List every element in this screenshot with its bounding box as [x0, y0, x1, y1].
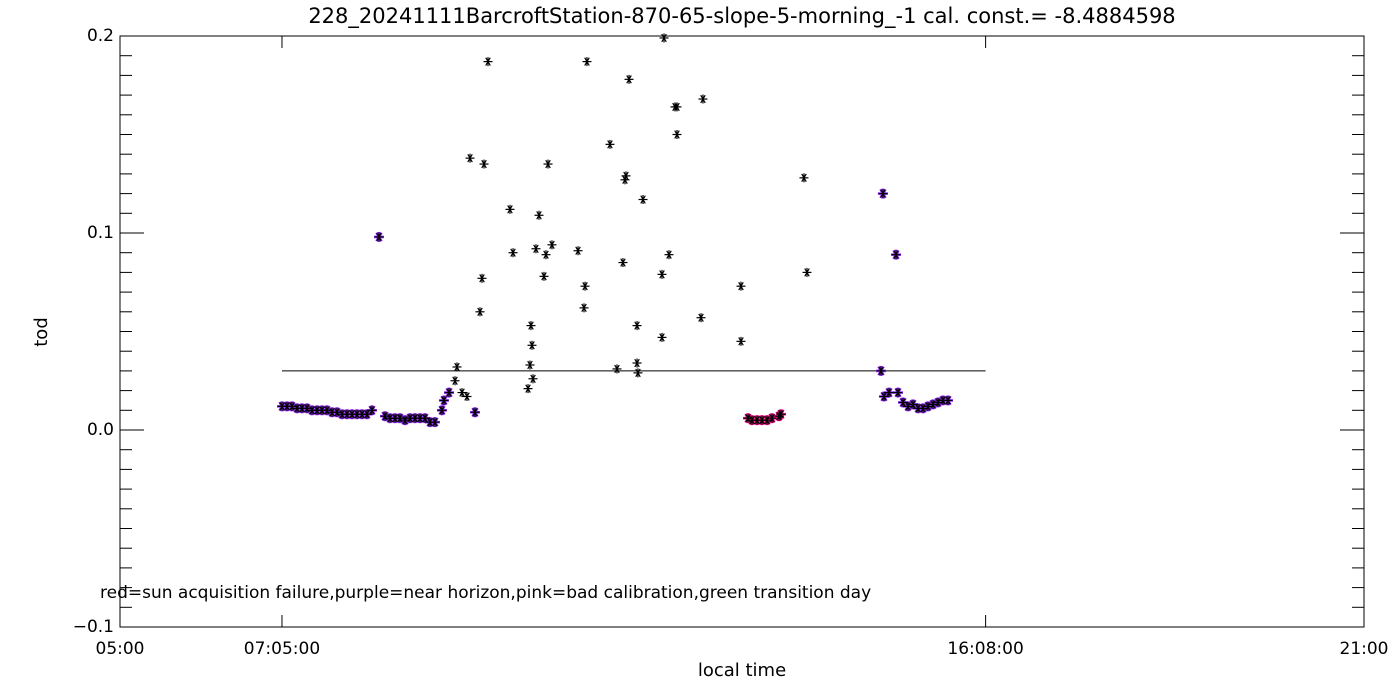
data-point	[876, 366, 886, 376]
data-point	[425, 417, 435, 427]
data-point	[439, 395, 449, 405]
data-point	[479, 159, 489, 169]
y-tick-label: 0.1	[87, 223, 114, 243]
data-point	[579, 303, 589, 313]
data-point	[367, 405, 377, 415]
data-point	[525, 360, 535, 370]
data-point	[605, 139, 615, 149]
data-point	[347, 409, 357, 419]
data-point	[322, 405, 332, 415]
data-point	[543, 159, 553, 169]
data-point	[539, 271, 549, 281]
data-point	[767, 413, 777, 423]
data-point	[277, 401, 287, 411]
data-point	[526, 321, 536, 331]
y-axis-title: tod	[31, 317, 52, 347]
data-point	[395, 413, 405, 423]
y-tick-label: −0.1	[73, 617, 114, 637]
data-point	[736, 281, 746, 291]
data-point	[508, 248, 518, 258]
data-point	[903, 401, 913, 411]
data-point	[541, 250, 551, 260]
data-point	[470, 407, 480, 417]
data-point	[390, 413, 400, 423]
data-point	[580, 281, 590, 291]
data-point	[297, 403, 307, 413]
data-point	[528, 374, 538, 384]
data-point	[374, 232, 384, 242]
data-point	[332, 407, 342, 417]
data-point	[452, 362, 462, 372]
x-axis-title: local time	[698, 660, 786, 681]
data-point	[638, 195, 648, 205]
data-point	[582, 57, 592, 67]
data-point	[893, 388, 903, 398]
data-point	[657, 332, 667, 342]
data-point	[475, 307, 485, 317]
y-tick-label: 0.0	[87, 420, 114, 440]
data-point	[505, 204, 515, 214]
data-point	[776, 409, 786, 419]
data-point	[913, 403, 923, 413]
data-point	[527, 340, 537, 350]
data-point	[462, 392, 472, 402]
data-point	[618, 258, 628, 268]
data-point	[523, 384, 533, 394]
data-point	[918, 403, 928, 413]
x-tick-label: 21:00	[1340, 639, 1389, 659]
data-point	[802, 267, 812, 277]
data-point	[292, 403, 302, 413]
data-point	[400, 415, 410, 425]
data-point	[698, 94, 708, 104]
data-point	[287, 401, 297, 411]
data-point	[612, 364, 622, 374]
data-point	[534, 210, 544, 220]
data-point	[450, 376, 460, 386]
data-point	[430, 417, 440, 427]
plot-frame	[119, 35, 1365, 628]
data-point	[483, 57, 493, 67]
data-point	[752, 415, 762, 425]
data-point	[762, 415, 772, 425]
data-point	[437, 405, 447, 415]
data-point	[302, 403, 312, 413]
data-point	[696, 313, 706, 323]
data-point	[884, 388, 894, 398]
data-point	[943, 395, 953, 405]
y-tick-label: 0.2	[87, 26, 114, 46]
data-point	[477, 273, 487, 283]
data-point	[444, 388, 454, 398]
x-tick-label: 16:08:00	[947, 639, 1023, 659]
data-point	[672, 102, 682, 112]
data-point	[621, 171, 631, 181]
x-tick-label: 05:00	[96, 639, 145, 659]
data-point	[659, 33, 669, 43]
data-point	[891, 250, 901, 260]
data-point	[380, 411, 390, 421]
data-point	[633, 368, 643, 378]
data-point	[928, 399, 938, 409]
data-point	[573, 246, 583, 256]
data-point	[632, 321, 642, 331]
data-point	[933, 397, 943, 407]
data-point	[465, 153, 475, 163]
data-point	[799, 173, 809, 183]
data-point	[736, 336, 746, 346]
data-point	[923, 401, 933, 411]
data-point	[672, 130, 682, 139]
chart-title: 228_20241111BarcroftStation-870-65-slope…	[308, 4, 1175, 29]
data-point	[632, 358, 642, 368]
data-point	[757, 415, 767, 425]
x-tick-label: 07:05:00	[244, 639, 320, 659]
data-point	[547, 240, 557, 250]
data-point	[664, 250, 674, 260]
data-point	[624, 74, 634, 84]
data-point	[908, 399, 918, 409]
annotation: red=sun acquisition failure,purple=near …	[100, 583, 871, 603]
data-point	[657, 269, 667, 279]
data-point	[531, 244, 541, 254]
data-point	[878, 189, 888, 199]
